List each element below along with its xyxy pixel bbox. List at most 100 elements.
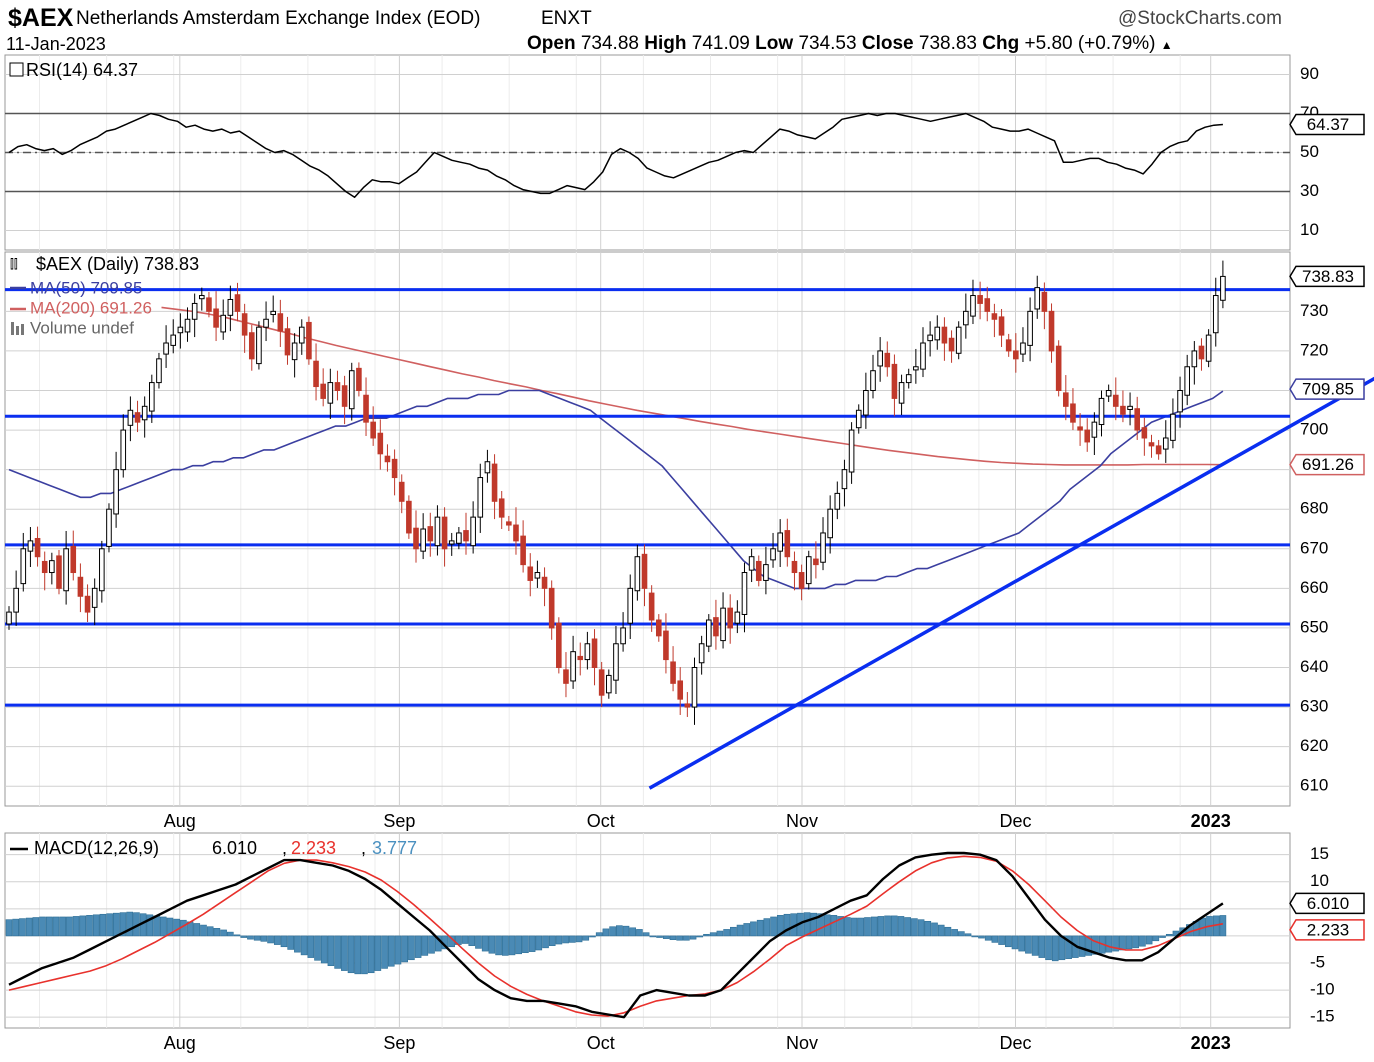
candle-body — [313, 360, 319, 388]
macd-value-tag: 6.010 — [1289, 892, 1365, 915]
candle-body — [1212, 295, 1219, 334]
macd-histogram-bar — [1219, 915, 1227, 937]
exchange-code: ENXT — [541, 8, 592, 29]
candle — [1084, 418, 1091, 452]
macd-histogram-bar — [166, 917, 174, 937]
candle — [1191, 341, 1198, 385]
candle — [106, 503, 112, 553]
candle-body — [1063, 392, 1069, 407]
ma50-price-tag-text: 709.85 — [1302, 380, 1354, 399]
macd-histogram-bar — [595, 932, 603, 937]
candle-body — [1070, 403, 1076, 423]
macd-histogram-bar — [1085, 935, 1093, 956]
candle-body — [70, 545, 77, 574]
ma50-line — [8, 389, 1224, 590]
macd-histogram-bar — [1152, 935, 1160, 942]
macd-histogram-bar — [931, 922, 938, 937]
candle — [456, 527, 462, 550]
candle-body — [363, 394, 369, 423]
candle — [627, 574, 634, 640]
price-x-label-Oct: Oct — [587, 811, 615, 831]
macd-signal-line — [8, 855, 1224, 1017]
candle — [634, 544, 641, 601]
candle-body — [99, 548, 105, 592]
candle-body — [163, 342, 169, 355]
macd-histogram-bar — [45, 916, 53, 937]
macd-histogram-bar — [964, 933, 972, 937]
macd-histogram-bar — [341, 935, 348, 971]
candle — [1041, 282, 1048, 330]
macd-histogram-bar — [763, 918, 771, 937]
candle — [70, 530, 77, 581]
candle — [320, 368, 326, 407]
candle-body — [198, 295, 205, 300]
macd-histogram-bar — [79, 915, 87, 937]
candle-body — [191, 302, 198, 320]
candle — [191, 293, 198, 338]
macd-histogram-bar — [12, 918, 20, 937]
candle-body — [755, 560, 762, 581]
candle — [898, 374, 905, 416]
candle — [177, 313, 184, 349]
candle-body — [991, 313, 998, 320]
candle-body — [670, 661, 676, 684]
candle — [170, 319, 177, 354]
rsi-tick-50: 50 — [1300, 142, 1319, 161]
macd-histogram-bar — [408, 935, 415, 961]
candle — [13, 570, 19, 626]
high-value: 741.09 — [691, 33, 750, 54]
candle-body — [1205, 334, 1212, 362]
macd-histogram-bar — [1112, 935, 1119, 952]
candle — [1020, 327, 1026, 363]
candle — [84, 584, 91, 622]
macd-histogram-bar — [488, 935, 496, 954]
macd-histogram-bar — [307, 935, 315, 958]
candle-body — [1041, 291, 1048, 312]
candle — [156, 352, 162, 389]
macd-histogram-bar — [696, 935, 704, 938]
macd-histogram-bar — [461, 935, 469, 944]
price-legend-text: $AEX (Daily) 738.83 — [36, 254, 199, 274]
macd-histogram-bar — [951, 929, 958, 937]
candle-body — [156, 358, 162, 384]
candle — [41, 551, 48, 591]
ohlc-readout: Open 734.88 High 741.09 Low 734.53 Close… — [527, 33, 1173, 55]
candle-body — [84, 595, 91, 613]
candle-body — [691, 667, 698, 708]
macd-histogram-bar — [984, 935, 992, 941]
candle — [1134, 396, 1141, 440]
candle-body — [506, 521, 512, 526]
macd-histogram-bar — [857, 917, 865, 937]
candle-body — [1162, 437, 1169, 450]
candle-body — [13, 587, 19, 613]
macd-histogram-bar — [877, 916, 885, 937]
volume-legend-bar — [21, 324, 24, 335]
candle-body — [384, 455, 391, 463]
candle — [734, 600, 741, 634]
candle-body — [206, 297, 212, 312]
candle-body — [548, 587, 555, 629]
candle-body — [684, 703, 691, 708]
candle — [1205, 329, 1212, 368]
candle-body — [370, 421, 376, 439]
candle-body — [698, 643, 705, 664]
candle-body — [134, 412, 141, 423]
macd-histogram-bar — [522, 935, 529, 954]
macd-histogram-bar — [1058, 935, 1066, 961]
candle-body — [1134, 408, 1141, 431]
macd-histogram-bar — [911, 918, 918, 937]
chart-date: 11-Jan-2023 — [6, 34, 106, 54]
candle — [713, 599, 719, 650]
candle-body — [327, 382, 334, 404]
candle — [613, 625, 619, 695]
candle — [748, 548, 755, 583]
candle-body — [805, 556, 812, 585]
macd-histogram-bar — [756, 919, 764, 937]
macd-tick--5: -5 — [1310, 952, 1325, 971]
candle — [563, 652, 569, 698]
candle-body — [170, 334, 177, 346]
candle — [913, 348, 919, 384]
macd-histogram-bar — [59, 916, 66, 937]
candle-body — [955, 326, 962, 354]
candle-body — [334, 382, 341, 392]
